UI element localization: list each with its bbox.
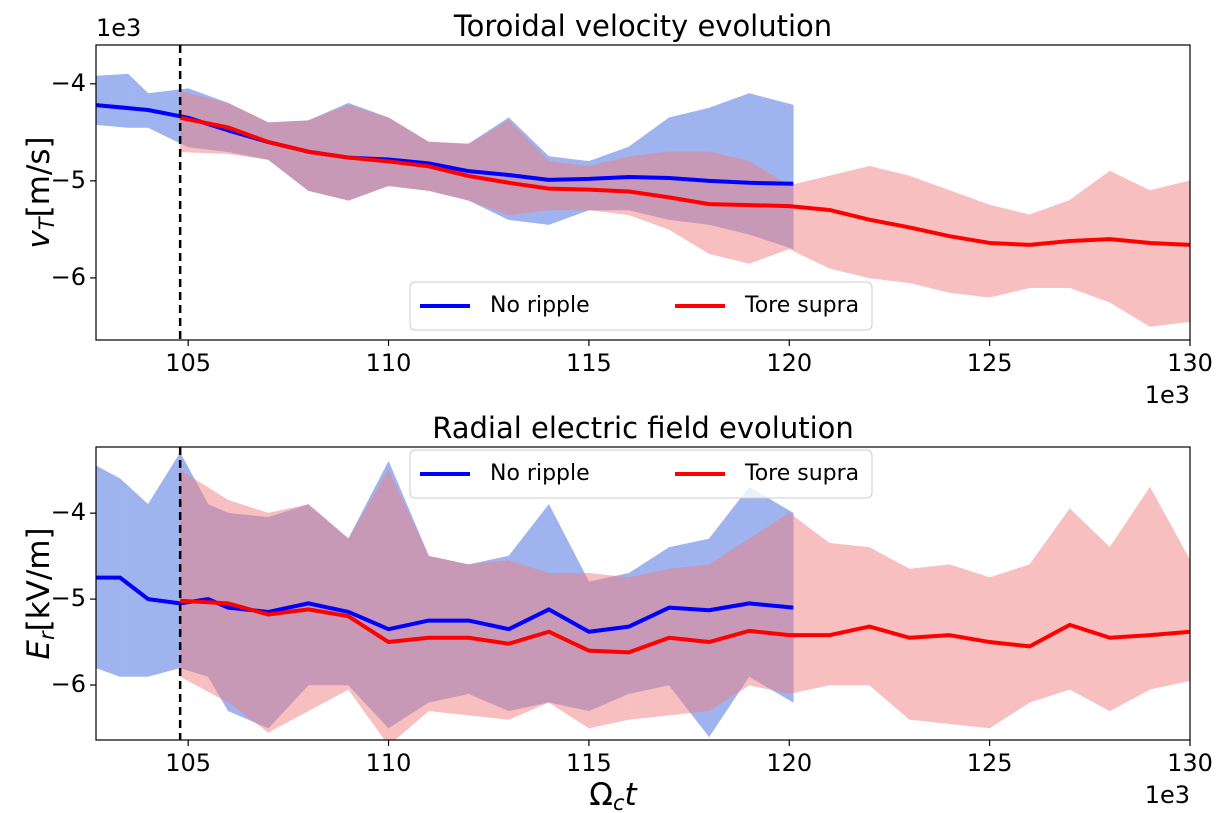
x-tick-label: 110 xyxy=(366,749,412,777)
band-segment xyxy=(949,564,990,729)
band-segment xyxy=(548,573,590,729)
x-tick-label: 115 xyxy=(566,349,612,377)
band-segment xyxy=(268,120,309,192)
band-segment xyxy=(829,542,870,686)
band-segment xyxy=(548,161,590,211)
legend-label: Tore supra xyxy=(744,293,859,318)
band-segment xyxy=(788,175,830,269)
band-segment xyxy=(588,156,630,216)
x-tick-label: 125 xyxy=(967,349,1013,377)
band-segment xyxy=(788,512,830,694)
chart-title: Toroidal velocity evolution xyxy=(453,9,832,43)
band-segment xyxy=(1069,508,1111,712)
band-segment xyxy=(119,478,149,677)
y-tick-label: −4 xyxy=(51,498,86,526)
band-segment xyxy=(508,119,550,216)
x-axis-label: Ωct xyxy=(589,777,638,813)
band-segment xyxy=(1149,487,1190,690)
axes-frame xyxy=(95,446,1191,741)
x-tick-label: 110 xyxy=(366,349,412,377)
band-segment xyxy=(268,504,309,733)
x-label-rest: t xyxy=(625,777,639,813)
band-segment xyxy=(428,555,469,716)
legend: No ripple Tore supra xyxy=(409,449,873,499)
band-segment xyxy=(96,465,121,677)
band-segment xyxy=(179,469,229,703)
band-segment xyxy=(829,165,870,279)
band-segment xyxy=(1069,170,1111,303)
y-axis-label: vT[m/s] xyxy=(21,136,60,248)
x-offset-label: 1e3 xyxy=(1145,381,1190,409)
confidence-band xyxy=(179,469,1190,740)
plot-area xyxy=(96,447,1190,740)
band-segment xyxy=(348,104,389,201)
x-tick-label: 125 xyxy=(967,749,1013,777)
band-segment xyxy=(96,73,129,128)
chart-title: Radial electric field evolution xyxy=(432,411,854,445)
y-tick-label: −5 xyxy=(51,166,86,194)
series-line xyxy=(179,115,1190,247)
x-label-main: Ω xyxy=(589,777,613,813)
y-tick-label: −6 xyxy=(51,263,86,291)
y-tick-label: −5 xyxy=(51,584,86,612)
band-segment xyxy=(909,564,950,725)
band-segment xyxy=(1149,180,1190,327)
series-line xyxy=(180,598,1190,655)
x-tick-label: 115 xyxy=(566,749,612,777)
band-segment xyxy=(388,117,429,191)
band-segment xyxy=(708,151,750,264)
x-tick-label: 120 xyxy=(766,349,812,377)
band-segment xyxy=(1109,486,1151,712)
y-tick-label: −4 xyxy=(51,69,86,97)
x-tick-label: 130 xyxy=(1167,749,1213,777)
band-segment xyxy=(147,451,181,677)
y-label-sub: r xyxy=(35,630,59,640)
y-tick-label: −6 xyxy=(51,670,86,698)
plot-area xyxy=(96,45,1190,340)
y-axis-label: Er[kV/m] xyxy=(21,527,60,659)
band-segment xyxy=(127,73,149,128)
y-label-unit: [kV/m] xyxy=(21,527,57,631)
band-segment xyxy=(468,120,510,216)
band-segment xyxy=(1109,170,1151,327)
band-segment xyxy=(227,499,269,733)
legend-label: Tore supra xyxy=(744,461,859,486)
axes-frame xyxy=(95,44,1191,341)
legend-label: No ripple xyxy=(490,461,590,486)
band-segment xyxy=(348,469,389,740)
x-tick-label: 105 xyxy=(165,349,211,377)
legend-box xyxy=(409,449,873,499)
band-segment xyxy=(708,538,750,712)
x-offset-label: 1e3 xyxy=(1145,781,1190,809)
x-tick-label: 120 xyxy=(766,749,812,777)
y-label-unit: [m/s] xyxy=(21,136,57,217)
legend: No ripple Tore supra xyxy=(409,281,873,331)
y-offset-label: 1e3 xyxy=(96,14,141,42)
legend-label: No ripple xyxy=(490,293,590,318)
band-segment xyxy=(1029,507,1071,703)
y-label-main: E xyxy=(21,640,57,660)
y-label-sub: T xyxy=(35,215,59,230)
band-segment xyxy=(989,204,1031,298)
legend-box xyxy=(409,281,873,331)
y-label-main: v xyxy=(21,230,57,249)
x-label-sub: c xyxy=(613,791,625,813)
x-tick-label: 105 xyxy=(165,749,211,777)
x-tick-label: 130 xyxy=(1167,349,1213,377)
